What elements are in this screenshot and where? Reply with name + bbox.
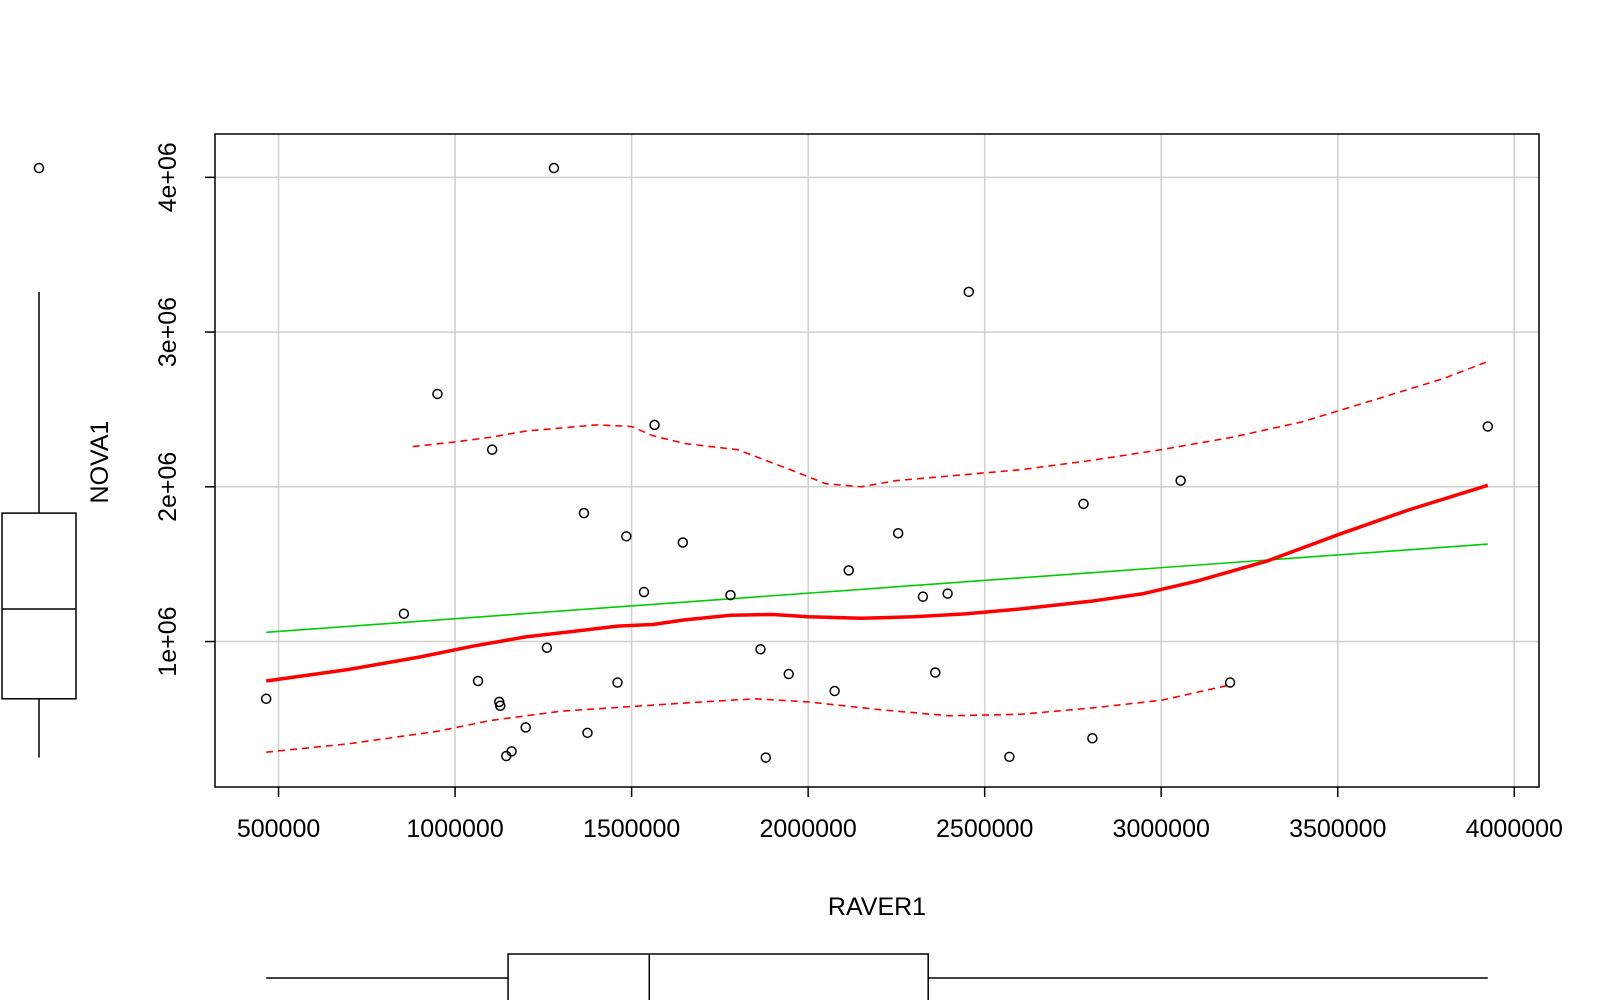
x-box-iqr [507,953,929,1000]
data-point [548,162,560,174]
data-point [942,588,953,599]
y-tick-label: 3e+06 [154,297,182,367]
data-point [541,642,553,653]
data-points [260,162,1494,763]
x-tick-label: 4000000 [1466,815,1563,843]
y-tick-label: 1e+06 [154,606,182,676]
data-point [1224,677,1236,688]
data-point [649,419,660,431]
x-tick-label: 3500000 [1289,815,1386,843]
x-tick-label: 2000000 [759,815,856,843]
data-point [963,286,975,298]
data-point [677,537,689,548]
data-point [725,589,736,601]
spread-lower-line [266,684,1231,753]
data-point [506,746,517,757]
data-point [1078,498,1089,510]
data-point [621,531,632,542]
data-point [829,685,840,697]
data-point [486,444,498,455]
plot-frame [214,133,1540,788]
y-axis: 1e+06 2e+06 3e+06 4e+06 [154,142,215,677]
data-point [1482,421,1494,432]
y-tick-label: 4e+06 [154,142,182,212]
data-point [1004,751,1015,763]
data-point [582,727,593,739]
x-tick-label: 2500000 [936,815,1033,843]
data-point [760,752,772,763]
data-point [520,722,531,733]
y-box-outlier [33,162,45,174]
y-axis-title: NOVA1 [86,421,114,504]
smoother-line [265,483,1489,683]
x-marginal-boxplot [266,953,1488,1000]
y-tick-label: 2e+06 [154,452,182,522]
x-axis-title: RAVER1 [828,893,926,921]
y-box-iqr [1,512,77,700]
x-axis: 500000 1000000 1500000 2000000 2500000 300000… [237,787,1563,843]
data-point [755,644,766,655]
x-tick-label: 1000000 [406,815,503,843]
data-point [260,693,272,705]
spread-upper-line [412,360,1489,488]
data-point [432,388,443,400]
x-tick-label: 500000 [237,815,320,843]
data-point [892,527,904,539]
y-marginal-boxplot [1,162,77,758]
fitted-lines [265,360,1489,753]
x-tick-label: 3000000 [1113,815,1210,843]
data-point [1175,475,1186,486]
data-point [638,586,650,598]
data-point [472,675,484,687]
data-point [398,608,410,619]
x-tick-label: 1500000 [583,815,680,843]
data-point [783,668,794,680]
data-point [917,591,929,602]
linear-fit-line [266,543,1488,634]
data-point [612,677,623,688]
data-point [578,507,590,519]
data-point [1087,733,1098,744]
data-point [930,667,941,678]
data-point [843,565,855,576]
data-point [495,700,506,712]
grid [215,134,1539,787]
